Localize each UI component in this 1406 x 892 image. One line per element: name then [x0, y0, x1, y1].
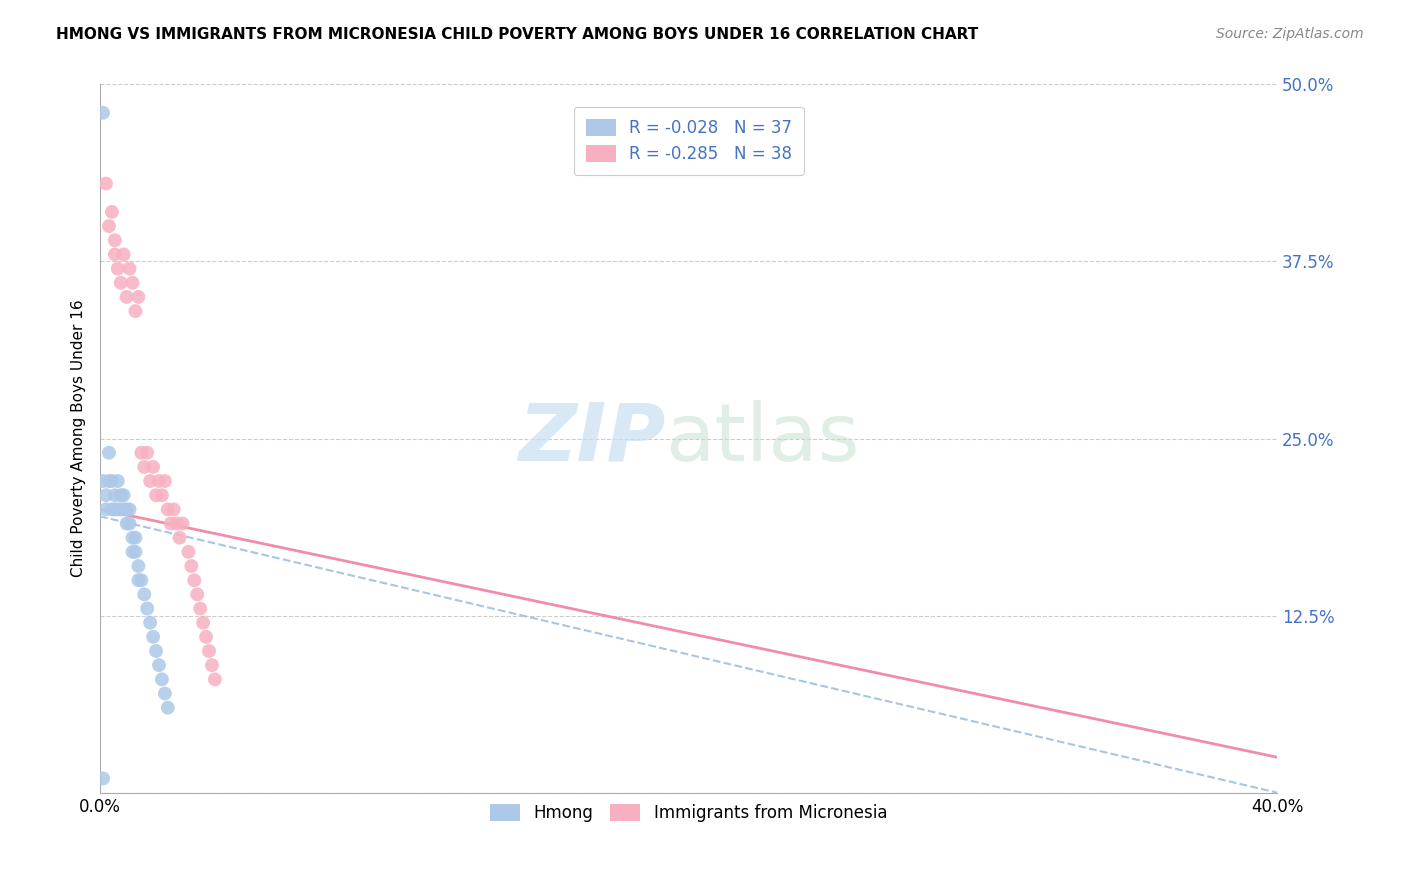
Point — [97, 219, 120, 233]
Point — [150, 488, 173, 502]
Point — [142, 459, 165, 474]
Point — [124, 304, 146, 318]
Point — [124, 531, 146, 545]
Y-axis label: Child Poverty Among Boys Under 16: Child Poverty Among Boys Under 16 — [72, 300, 86, 577]
Point — [142, 630, 165, 644]
Point — [186, 587, 208, 601]
Point — [91, 474, 114, 488]
Point — [110, 276, 132, 290]
Point — [94, 177, 117, 191]
Point — [115, 516, 138, 531]
Point — [124, 545, 146, 559]
Point — [134, 459, 156, 474]
Point — [104, 233, 127, 247]
Point — [153, 686, 176, 700]
Point — [127, 290, 149, 304]
Point — [201, 658, 224, 673]
Point — [153, 474, 176, 488]
Point — [156, 700, 179, 714]
Point — [104, 247, 127, 261]
Point — [94, 502, 117, 516]
Point — [91, 105, 114, 120]
Point — [204, 673, 226, 687]
Point — [163, 502, 186, 516]
Point — [198, 644, 221, 658]
Point — [136, 601, 159, 615]
Point — [127, 559, 149, 574]
Point — [136, 446, 159, 460]
Point — [169, 531, 191, 545]
Point — [107, 261, 129, 276]
Point — [112, 247, 135, 261]
Point — [172, 516, 194, 531]
Point — [121, 531, 143, 545]
Point — [110, 488, 132, 502]
Point — [156, 502, 179, 516]
Text: atlas: atlas — [665, 400, 859, 477]
Point — [139, 615, 162, 630]
Point — [118, 516, 141, 531]
Point — [131, 446, 153, 460]
Point — [107, 502, 129, 516]
Point — [127, 573, 149, 587]
Point — [180, 559, 202, 574]
Point — [101, 502, 124, 516]
Point — [115, 502, 138, 516]
Point — [148, 658, 170, 673]
Point — [134, 587, 156, 601]
Legend: Hmong, Immigrants from Micronesia: Hmong, Immigrants from Micronesia — [478, 792, 898, 834]
Text: ZIP: ZIP — [517, 400, 665, 477]
Text: HMONG VS IMMIGRANTS FROM MICRONESIA CHILD POVERTY AMONG BOYS UNDER 16 CORRELATIO: HMONG VS IMMIGRANTS FROM MICRONESIA CHIL… — [56, 27, 979, 42]
Point — [97, 446, 120, 460]
Point — [131, 573, 153, 587]
Point — [139, 474, 162, 488]
Point — [195, 630, 218, 644]
Point — [104, 488, 127, 502]
Point — [115, 290, 138, 304]
Point — [148, 474, 170, 488]
Point — [150, 673, 173, 687]
Point — [191, 615, 214, 630]
Point — [110, 502, 132, 516]
Point — [101, 205, 124, 219]
Text: Source: ZipAtlas.com: Source: ZipAtlas.com — [1216, 27, 1364, 41]
Point — [104, 502, 127, 516]
Point — [121, 276, 143, 290]
Point — [118, 502, 141, 516]
Point — [101, 474, 124, 488]
Point — [97, 474, 120, 488]
Point — [145, 488, 167, 502]
Point — [118, 261, 141, 276]
Point — [107, 474, 129, 488]
Point — [94, 488, 117, 502]
Point — [183, 573, 205, 587]
Point — [159, 516, 181, 531]
Point — [112, 502, 135, 516]
Point — [166, 516, 188, 531]
Point — [145, 644, 167, 658]
Point — [121, 545, 143, 559]
Point — [177, 545, 200, 559]
Point — [91, 772, 114, 786]
Point — [112, 488, 135, 502]
Point — [188, 601, 211, 615]
